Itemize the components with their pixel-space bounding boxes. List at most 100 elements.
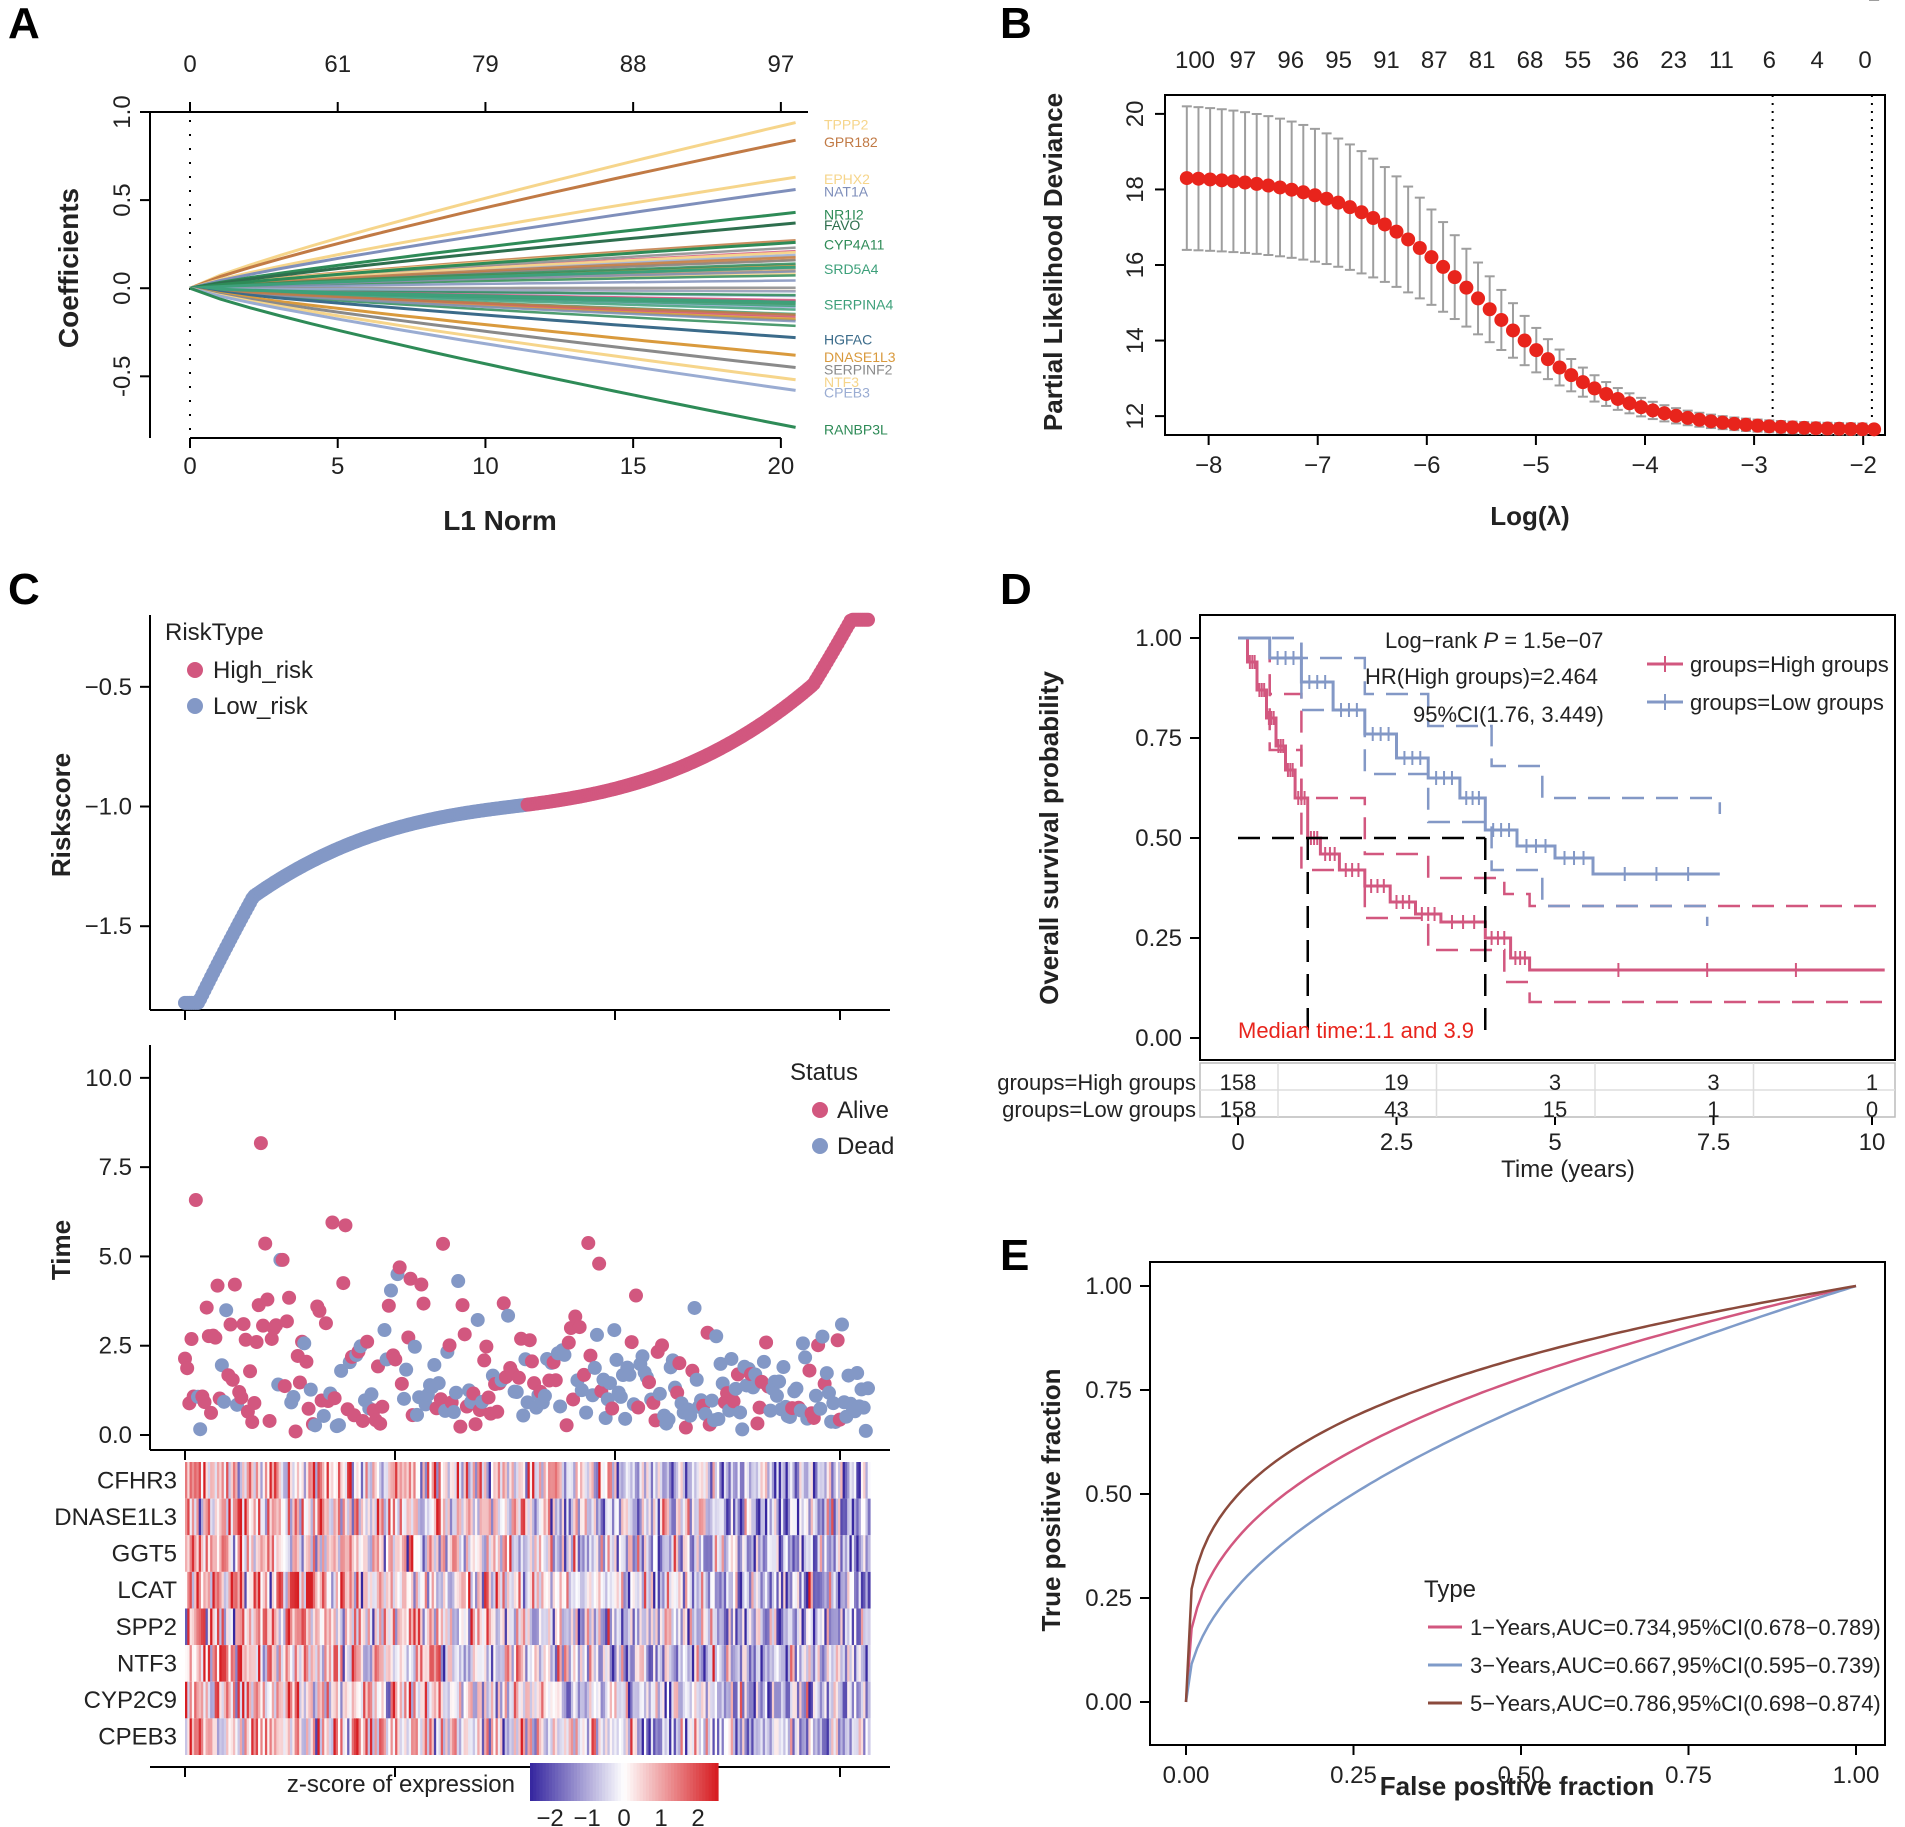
heatmap-cell (824, 1608, 828, 1646)
heatmap-cell (500, 1462, 503, 1499)
heatmap-cell (253, 1535, 257, 1572)
heatmap-cell (271, 1462, 275, 1499)
heatmap-cell (653, 1462, 656, 1499)
colorbar-segment (589, 1763, 594, 1801)
heatmap-cell (413, 1681, 417, 1719)
heatmap-cell (735, 1718, 739, 1755)
heatmap-cell (623, 1535, 627, 1572)
heatmap-cell (712, 1718, 716, 1755)
heatmap-cell (527, 1498, 531, 1536)
y-tick-label: 0.0 (99, 1422, 132, 1449)
heatmap-cell (383, 1571, 387, 1609)
heatmap-cell (602, 1718, 606, 1755)
y-tick-label: 2.5 (99, 1333, 132, 1360)
time-point (399, 1362, 414, 1377)
y-tick-label: 18 (1122, 176, 1149, 203)
heatmap-cell (203, 1718, 207, 1755)
heatmap-cell (801, 1718, 805, 1755)
heatmap-cell (278, 1608, 282, 1646)
x-tick-label: −5 (1522, 452, 1549, 479)
heatmap-cell (659, 1498, 663, 1536)
heatmap-cell (707, 1535, 711, 1572)
heatmap-cell (397, 1718, 401, 1755)
heatmap-gene-label: CYP2C9 (84, 1687, 177, 1714)
heatmap-cell (806, 1681, 809, 1719)
heatmap-cell (315, 1718, 319, 1755)
heatmap-cell (719, 1681, 723, 1719)
heatmap-cell (717, 1681, 720, 1719)
heatmap-cell (436, 1608, 440, 1646)
heatmap-cell (210, 1718, 213, 1755)
heatmap-cell (200, 1498, 204, 1536)
heatmap-cell (863, 1645, 867, 1682)
heatmap-cell (502, 1498, 506, 1536)
heatmap-cell (228, 1645, 232, 1682)
deviance-point (1459, 280, 1474, 295)
heatmap-cell (639, 1608, 643, 1646)
heatmap-cell (207, 1535, 211, 1572)
heatmap-cell (264, 1645, 268, 1682)
colorbar-segment (680, 1763, 685, 1801)
time-point (331, 1418, 346, 1433)
heatmap-cell (810, 1645, 814, 1682)
heatmap-cell (646, 1462, 650, 1499)
heatmap-cell (575, 1681, 579, 1719)
top-tick-label: 97 (1230, 47, 1257, 74)
heatmap-cell (627, 1535, 631, 1572)
heatmap-gene-label: CPEB3 (98, 1724, 177, 1751)
heatmap-cell (573, 1718, 577, 1755)
heatmap-cell (214, 1462, 218, 1499)
heatmap-cell (205, 1718, 209, 1755)
heatmap-cell (728, 1498, 732, 1536)
heatmap-cell (826, 1718, 830, 1755)
heatmap-cell (538, 1535, 542, 1572)
heatmap-cell (365, 1462, 369, 1499)
heatmap-cell (860, 1498, 864, 1536)
time-point (247, 1396, 262, 1411)
heatmap-cell (399, 1462, 403, 1499)
heatmap-cell (358, 1498, 362, 1536)
heatmap-cell (806, 1498, 809, 1536)
heatmap-cell (367, 1645, 371, 1682)
colorbar-segment (642, 1763, 647, 1801)
heatmap-cell (719, 1608, 723, 1646)
heatmap-cell (815, 1462, 819, 1499)
heatmap-cell (322, 1645, 325, 1682)
heatmap-cell (682, 1498, 686, 1536)
time-point (661, 1412, 676, 1427)
heatmap-cell (276, 1535, 280, 1572)
heatmap-cell (310, 1535, 314, 1572)
heatmap-cell (468, 1535, 472, 1572)
heatmap-cell (194, 1462, 198, 1499)
heatmap-cell (454, 1571, 458, 1609)
heatmap-cell (616, 1535, 620, 1572)
heatmap-cell (506, 1608, 510, 1646)
heatmap-cell (522, 1645, 526, 1682)
risk-table-cell: 1 (1866, 1070, 1878, 1095)
heatmap-cell (637, 1681, 640, 1719)
heatmap-cell (230, 1681, 234, 1719)
heatmap-cell (429, 1498, 433, 1536)
time-point (269, 1318, 284, 1333)
heatmap-cell (203, 1462, 207, 1499)
heatmap-cell (582, 1571, 586, 1609)
deviance-point (1389, 224, 1404, 239)
x-tick-label: 15 (620, 453, 647, 480)
heatmap-cell (235, 1498, 239, 1536)
heatmap-cell (502, 1681, 506, 1719)
heatmap-cell (465, 1681, 469, 1719)
heatmap-cell (452, 1462, 456, 1499)
heatmap-cell (187, 1608, 191, 1646)
heatmap-cell (333, 1535, 337, 1572)
heatmap-cell (219, 1498, 223, 1536)
heatmap-cell (614, 1571, 618, 1609)
heatmap-cell (525, 1645, 529, 1682)
deviance-point (1773, 419, 1788, 434)
heatmap-cell (474, 1681, 478, 1719)
heatmap-cell (385, 1498, 389, 1536)
heatmap-cell (710, 1718, 714, 1755)
heatmap-cell (657, 1608, 661, 1646)
heatmap-cell (696, 1718, 700, 1755)
heatmap-cell (790, 1535, 793, 1572)
heatmap-cell (319, 1645, 323, 1682)
